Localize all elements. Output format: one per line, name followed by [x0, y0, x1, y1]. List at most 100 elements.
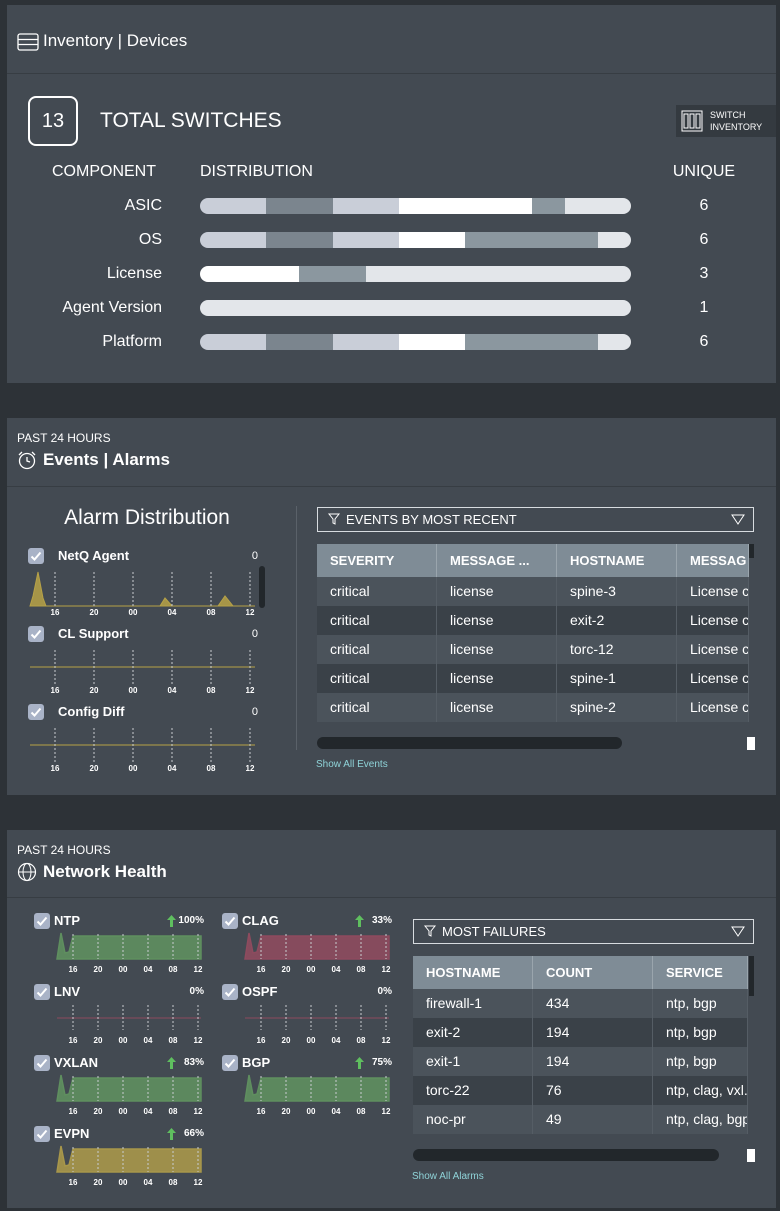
table-cell: License c — [677, 664, 749, 693]
checkbox — [34, 913, 50, 929]
card-title: Inventory | Devices — [43, 31, 188, 50]
path-shape — [244, 932, 390, 960]
table-header: HOSTNAME — [557, 544, 677, 577]
filter-label: EVENTS BY MOST RECENT — [346, 512, 517, 527]
filter-icon — [423, 925, 437, 937]
rect-shape — [681, 110, 703, 132]
button-label: INVENTORY — [710, 122, 763, 132]
distribution-segment — [200, 334, 267, 350]
service-name: LNV — [54, 984, 80, 999]
service-sparkline — [245, 1017, 389, 1019]
alarm-sparkline — [29, 571, 255, 607]
distribution-segment — [531, 198, 565, 214]
link[interactable]: Show All Alarms — [412, 1171, 484, 1182]
table-cell: License c — [677, 577, 749, 606]
time-label: 16 — [68, 1107, 78, 1116]
time-gridlines — [72, 1076, 199, 1101]
time-label: 04 — [167, 764, 177, 773]
distribution-segment — [465, 232, 598, 248]
time-label: 12 — [381, 965, 391, 974]
distribution-segment — [266, 198, 333, 214]
time-label: 20 — [89, 686, 99, 695]
path-shape — [36, 987, 48, 997]
distribution-segment — [266, 232, 333, 248]
button-label: SWITCH — [710, 110, 746, 120]
filter-dropdown[interactable] — [413, 919, 754, 944]
service-name: OSPF — [242, 984, 278, 999]
table-cell: 434 — [533, 989, 653, 1018]
distribution-segment — [564, 198, 631, 214]
distribution-bar — [200, 300, 631, 316]
table-cell: license — [437, 577, 557, 606]
distribution-segment — [365, 266, 631, 282]
time-label: 20 — [281, 1036, 291, 1045]
table-cell: noc-pr — [413, 1105, 533, 1134]
service-sparkline — [56, 932, 202, 960]
switch-inventory-button[interactable] — [676, 105, 776, 137]
path-shape — [355, 915, 364, 927]
scrollbar — [749, 544, 754, 558]
time-gridlines — [260, 1005, 387, 1030]
table-cell: critical — [317, 577, 437, 606]
time-label: 12 — [193, 1036, 203, 1045]
alarm-sparkline — [30, 666, 255, 668]
table-cell: license — [437, 664, 557, 693]
table-header: SEVERITY — [317, 544, 437, 577]
component-label: Agent Version — [62, 299, 162, 316]
time-label: 16 — [256, 1036, 266, 1045]
distribution-segment — [200, 198, 267, 214]
time-label: 12 — [245, 686, 255, 695]
filter-dropdown[interactable] — [317, 507, 754, 532]
service-sparkline — [57, 1017, 201, 1019]
rect-shape — [28, 704, 44, 720]
link[interactable]: Show All Events — [316, 759, 388, 770]
component-label: OS — [138, 231, 162, 248]
table-header: SERVICE — [653, 956, 748, 989]
time-label: 08 — [168, 1178, 178, 1187]
table-cell: license — [437, 606, 557, 635]
table-cell: exit-1 — [413, 1047, 533, 1076]
table-cell: 49 — [533, 1105, 653, 1134]
checkbox — [28, 548, 44, 564]
table-cell: License c — [677, 693, 749, 722]
service-change: 0% — [377, 986, 392, 997]
table-cell: 76 — [533, 1076, 653, 1105]
table-cell: License c — [677, 635, 749, 664]
service-name: NTP — [54, 913, 80, 928]
table-cell: firewall-1 — [413, 989, 533, 1018]
table-header: HOSTNAME — [413, 956, 533, 989]
inventory-card — [7, 5, 776, 383]
trend-arrow — [167, 1057, 176, 1069]
card-title: Network Health — [43, 862, 167, 881]
time-label: 20 — [89, 764, 99, 773]
scrollbar — [413, 1149, 719, 1161]
unique-count: 3 — [699, 265, 709, 282]
time-label: 20 — [93, 1107, 103, 1116]
time-gridlines — [72, 1147, 199, 1172]
rect-shape — [222, 984, 238, 1000]
time-gridlines — [72, 1005, 199, 1030]
time-label: 16 — [50, 608, 60, 617]
service-name: CLAG — [242, 913, 279, 928]
path-shape — [56, 932, 202, 960]
table-cell: critical — [317, 693, 437, 722]
table-cell: ntp, clag, vxl. — [653, 1076, 748, 1105]
time-label: 12 — [193, 965, 203, 974]
filter-label: MOST FAILURES — [442, 924, 546, 939]
path-shape — [30, 551, 42, 561]
table-cell: torc-12 — [557, 635, 677, 664]
time-label: 16 — [68, 1036, 78, 1045]
scrollbar — [749, 956, 754, 996]
service-change: 75% — [371, 1057, 392, 1068]
table: SEVERITY MESSAGE ... HOSTNAME MESSAG critica… — [317, 544, 749, 736]
time-label: 00 — [118, 1107, 128, 1116]
time-label: 08 — [356, 1107, 366, 1116]
table-cell: exit-2 — [557, 606, 677, 635]
time-gridlines — [260, 1076, 387, 1101]
rect-shape — [34, 984, 50, 1000]
path-shape — [423, 925, 437, 937]
alarm-name: CL Support — [58, 626, 129, 641]
time-label: 04 — [331, 965, 341, 974]
distribution-segment — [332, 232, 399, 248]
